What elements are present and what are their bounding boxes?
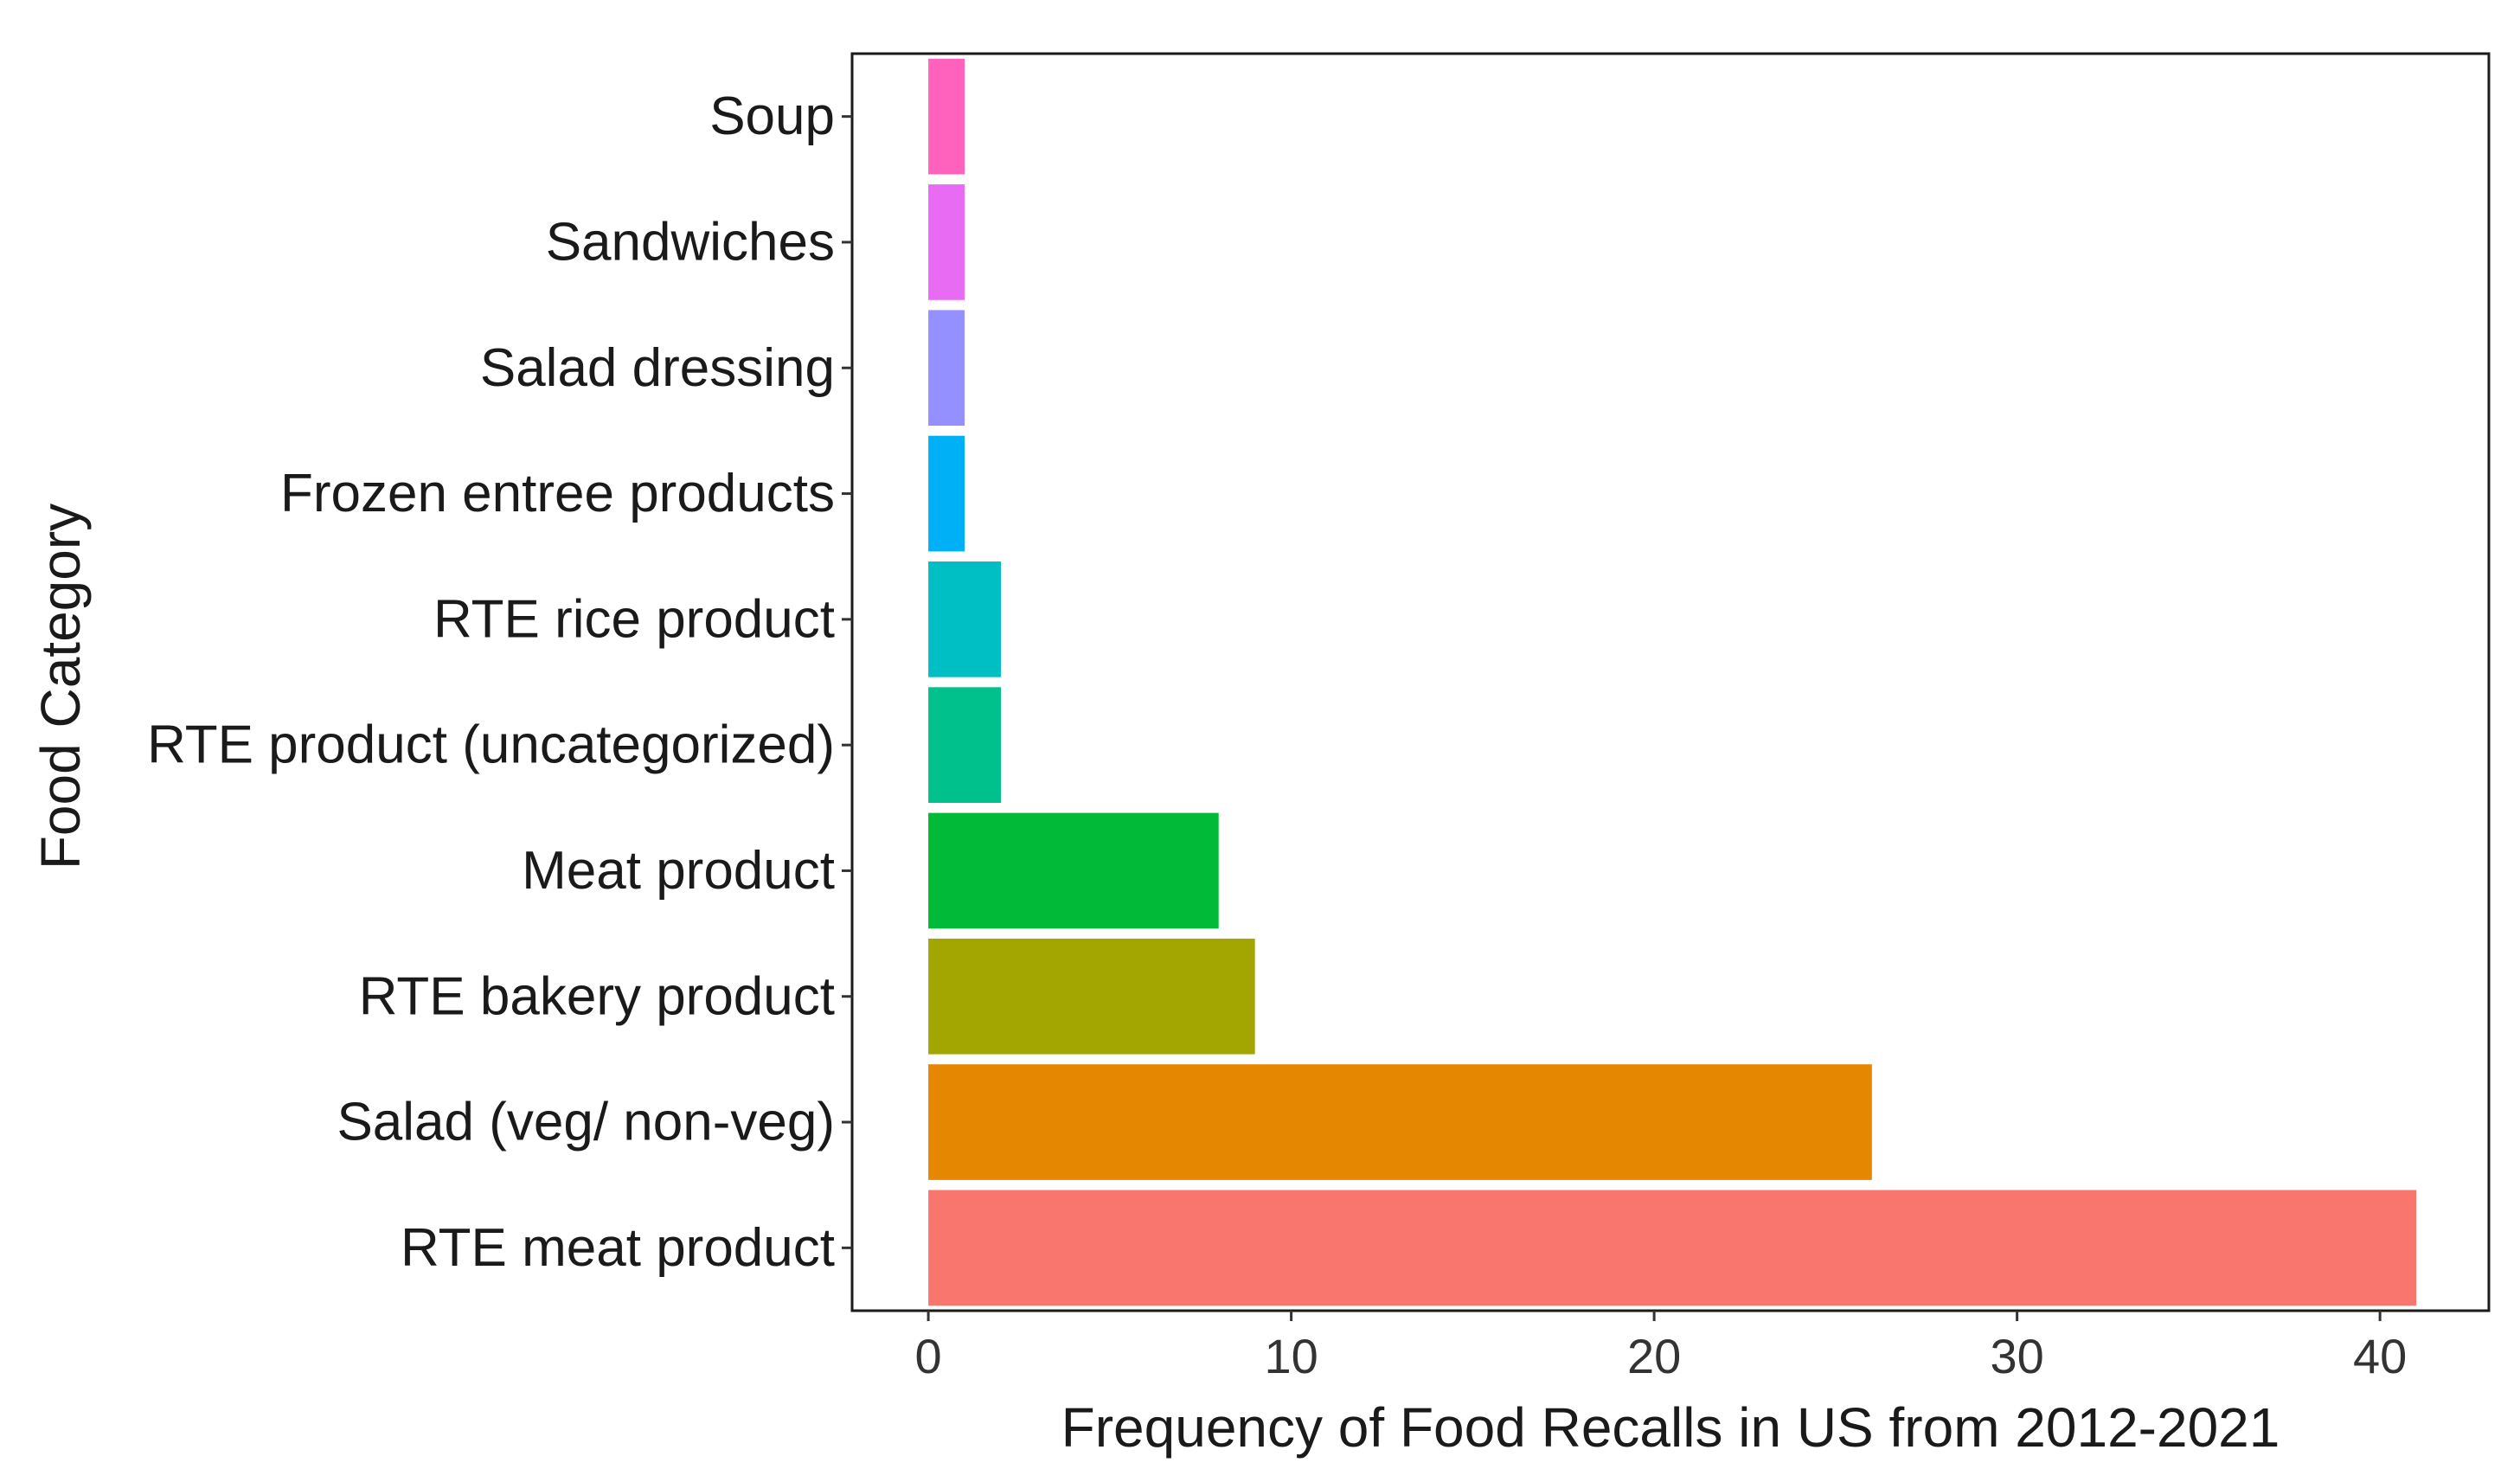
y-tick-label: RTE product (uncategorized) [147, 715, 835, 775]
bar-rte-rice-product [928, 561, 1001, 677]
x-tick-label: 40 [2353, 1329, 2407, 1383]
y-tick-label: RTE meat product [401, 1218, 835, 1278]
x-tick-label: 10 [1264, 1329, 1318, 1383]
bar-soup [928, 58, 965, 175]
bar-rte-bakery-product [928, 938, 1255, 1055]
y-tick-label: Sandwiches [546, 212, 835, 272]
bar-rte-product-uncategorized [928, 687, 1001, 803]
bar-meat-product [928, 812, 1219, 929]
y-tick-label: Frozen entree products [280, 464, 835, 523]
y-tick-label: Salad (veg/ non-veg) [337, 1093, 835, 1152]
x-axis-title: Frequency of Food Recalls in US from 201… [1061, 1396, 2280, 1459]
bars-group [928, 58, 2417, 1306]
y-tick-label: Salad dressing [480, 338, 835, 398]
y-tick-label: RTE rice product [433, 589, 835, 649]
bar-salad-dressing [928, 310, 965, 427]
x-tick-label: 30 [1990, 1329, 2043, 1383]
y-axis: RTE meat product Salad (veg/ non-veg) RTE … [147, 87, 852, 1278]
x-tick-label: 0 [915, 1329, 942, 1383]
bar-salad-veg-non-veg [928, 1064, 1872, 1180]
y-axis-title: Food Category [29, 504, 92, 869]
plot-panel-border [850, 52, 2491, 1312]
y-tick-label: Meat product [522, 841, 835, 901]
x-axis: 0 10 20 30 40 [915, 1311, 2407, 1383]
y-tick-label: RTE bakery product [359, 966, 835, 1026]
bar-frozen-entree-products [928, 435, 965, 552]
x-tick-label: 20 [1627, 1329, 1681, 1383]
bar-rte-meat-product [928, 1190, 2417, 1306]
y-tick-label: Soup [709, 87, 835, 146]
bar-sandwiches [928, 184, 965, 300]
